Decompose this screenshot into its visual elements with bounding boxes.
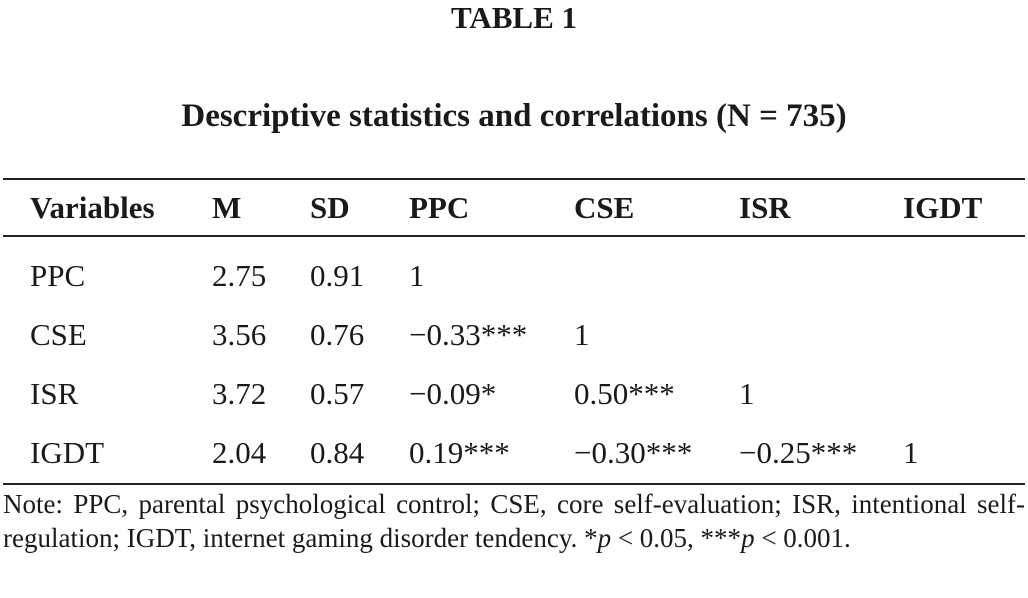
table-row: IGDT 2.04 0.84 0.19*** −0.30*** −0.25***… — [3, 423, 1025, 482]
note-p-symbol: p — [597, 523, 612, 553]
column-header-igdt: IGDT — [903, 189, 983, 225]
cell-m: 2.04 — [212, 434, 267, 470]
column-header-m: M — [212, 189, 242, 225]
cell-sd: 0.76 — [310, 316, 365, 352]
table-title: Descriptive statistics and correlations … — [181, 98, 847, 134]
bottom-rule — [3, 483, 1025, 485]
table-row: PPC 2.75 0.91 1 — [3, 246, 1025, 305]
column-header-isr: ISR — [739, 189, 791, 225]
cell-cse: −0.30*** — [574, 434, 693, 470]
header-row: Variables M SD PPC CSE ISR IGDT — [3, 180, 1025, 235]
table-body: PPC 2.75 0.91 1 CSE 3.56 0.76 −0.33*** 1… — [3, 235, 1025, 482]
column-header-ppc: PPC — [409, 189, 470, 225]
cell-igdt — [903, 364, 1025, 423]
cell-sd: 0.84 — [310, 434, 365, 470]
row-label: ISR — [30, 375, 79, 411]
cell-igdt: 1 — [903, 434, 919, 470]
table-row: ISR 3.72 0.57 −0.09* 0.50*** 1 — [3, 364, 1025, 423]
table-label: TABLE 1 — [450, 0, 578, 35]
cell-ppc: 1 — [409, 257, 425, 293]
note-threshold: < 0.05, *** — [611, 523, 742, 553]
cell-cse: 1 — [574, 316, 590, 352]
column-header-cse: CSE — [574, 189, 635, 225]
cell-ppc: −0.09* — [409, 375, 497, 411]
spacer-row — [3, 235, 1025, 246]
top-rule — [3, 178, 1025, 180]
header-rule — [3, 235, 1025, 237]
cell-sd: 0.91 — [310, 257, 365, 293]
note-p-symbol: p — [741, 523, 755, 553]
table-row: CSE 3.56 0.76 −0.33*** 1 — [3, 305, 1025, 364]
column-header-sd: SD — [310, 189, 350, 225]
cell-ppc: −0.33*** — [409, 316, 528, 352]
cell-igdt — [903, 305, 1025, 364]
cell-sd: 0.57 — [310, 375, 365, 411]
row-label: CSE — [30, 316, 87, 352]
cell-isr: −0.25*** — [739, 434, 858, 470]
cell-isr — [739, 246, 903, 305]
cell-isr: 1 — [739, 375, 755, 411]
note-text: Note: PPC, parental psychological contro… — [3, 489, 1025, 553]
statistics-table: Variables M SD PPC CSE ISR IGDT PPC 2.75… — [3, 180, 1025, 482]
row-label: PPC — [30, 257, 86, 293]
cell-m: 3.72 — [212, 375, 267, 411]
table-header: Variables M SD PPC CSE ISR IGDT — [3, 180, 1025, 235]
table-note: Note: PPC, parental psychological contro… — [3, 487, 1025, 555]
spacer-cell — [3, 235, 1025, 246]
cell-isr — [739, 305, 903, 364]
cell-cse — [574, 246, 739, 305]
note-threshold: < 0.001. — [754, 523, 851, 553]
cell-m: 2.75 — [212, 257, 267, 293]
column-header-variables: Variables — [30, 189, 155, 225]
cell-cse: 0.50*** — [574, 375, 675, 411]
cell-m: 3.56 — [212, 316, 267, 352]
row-label: IGDT — [30, 434, 105, 470]
cell-ppc: 0.19*** — [409, 434, 510, 470]
cell-igdt — [903, 246, 1025, 305]
